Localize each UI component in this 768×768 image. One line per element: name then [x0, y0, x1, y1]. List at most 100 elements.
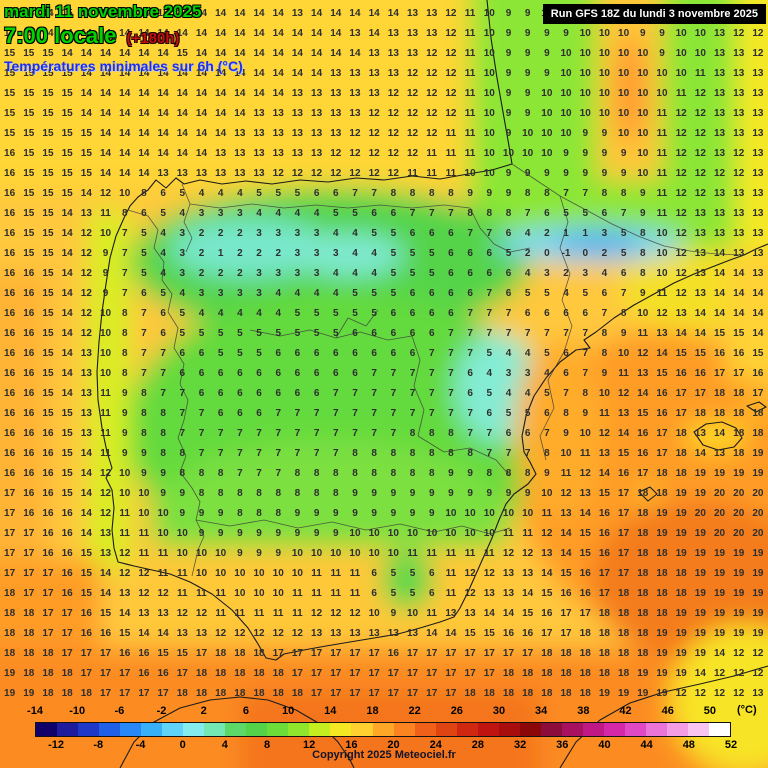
temp-value: 14: [23, 8, 35, 19]
temp-value: 15: [23, 148, 35, 159]
temp-value: 10: [656, 88, 668, 99]
temp-value: 11: [426, 148, 437, 159]
temp-value: 18: [61, 688, 73, 699]
temp-value: 5: [256, 348, 262, 359]
temp-value: 7: [256, 448, 262, 459]
temp-value: 13: [349, 28, 361, 39]
temp-value: 13: [311, 108, 323, 119]
temp-value: 8: [428, 188, 435, 199]
temp-value: 19: [733, 588, 745, 599]
temp-value: 6: [524, 308, 531, 319]
temp-value: 14: [119, 108, 131, 119]
temp-value: 11: [272, 608, 284, 619]
temp-value: 17: [637, 468, 649, 479]
temp-value: 7: [486, 228, 493, 239]
temp-value: 18: [579, 648, 591, 659]
temp-value: 18: [23, 668, 35, 679]
temp-value: 11: [100, 448, 111, 459]
temp-value: 19: [694, 568, 706, 579]
temp-value: 4: [275, 308, 281, 319]
temp-value: 11: [579, 448, 591, 459]
temp-value: 15: [42, 268, 54, 279]
temp-value: 9: [524, 488, 531, 499]
temp-value: 14: [80, 48, 92, 59]
temp-value: 9: [640, 28, 646, 39]
temp-value: 8: [313, 468, 320, 479]
temp-value: 8: [620, 188, 627, 199]
temp-value: 13: [157, 168, 169, 179]
temp-value: 9: [505, 168, 512, 179]
temp-value: 15: [80, 568, 92, 579]
temp-value: 12: [560, 488, 572, 499]
temp-value: 12: [656, 308, 668, 319]
temp-value: 2: [563, 268, 569, 279]
temp-value: 3: [313, 228, 320, 239]
temp-value: 14: [157, 148, 169, 159]
temp-value: 14: [349, 48, 361, 59]
temp-value: 16: [119, 648, 131, 659]
temp-value: 9: [371, 508, 377, 519]
temp-value: 19: [694, 468, 706, 479]
temp-value: 12: [675, 168, 687, 179]
temp-value: 8: [141, 428, 147, 439]
temp-value: 7: [198, 448, 205, 459]
temp-value: 18: [502, 668, 515, 679]
temp-value: 19: [656, 688, 668, 699]
temp-value: 15: [42, 148, 54, 159]
temp-value: 19: [752, 548, 764, 559]
temp-value: 17: [368, 668, 380, 679]
temp-value: 14: [61, 368, 73, 379]
region-border-5: [195, 519, 511, 535]
temp-value: 16: [579, 568, 591, 579]
temp-value: 5: [333, 328, 339, 339]
temp-value: 14: [157, 28, 169, 39]
temp-value: 12: [349, 128, 361, 139]
time-row: 7:00 locale (+180h): [4, 23, 243, 49]
temp-value: 10: [99, 348, 112, 359]
temp-value: 3: [294, 248, 301, 259]
temp-value: 14: [61, 388, 73, 399]
temp-value: 18: [637, 628, 649, 639]
temp-value: 6: [352, 348, 358, 359]
temp-value: 10: [637, 88, 649, 99]
temp-value: 10: [541, 488, 553, 499]
temp-value: 11: [349, 568, 361, 579]
temp-value: 11: [311, 568, 322, 579]
temp-value: 10: [119, 468, 131, 479]
temp-value: 10: [483, 68, 495, 79]
temp-value: 10: [483, 128, 495, 139]
temp-value: 18: [598, 628, 610, 639]
temp-value: 15: [42, 368, 54, 379]
temp-value: 4: [601, 268, 608, 279]
temp-value: 15: [23, 68, 35, 79]
temp-value: 10: [387, 528, 399, 539]
temp-value: 16: [4, 148, 16, 159]
temp-value: 14: [119, 48, 131, 59]
temp-value: 13: [272, 128, 284, 139]
temp-value: 15: [656, 368, 668, 379]
temp-value: 13: [752, 108, 764, 119]
temp-value: 12: [675, 128, 687, 139]
temp-value: 0: [582, 248, 588, 259]
temp-value: 14: [560, 528, 572, 539]
temp-value: 10: [483, 88, 495, 99]
temp-value: 9: [121, 388, 128, 399]
colorbar-segment: [288, 723, 310, 736]
temp-value: 6: [601, 288, 608, 299]
temp-value: 11: [560, 468, 572, 479]
temp-value: 7: [256, 468, 262, 479]
temp-value: 8: [141, 388, 147, 399]
temp-value: 10: [272, 588, 284, 599]
temp-value: 7: [601, 308, 608, 319]
temp-value: 15: [752, 348, 764, 359]
temp-value: 18: [176, 688, 188, 699]
temp-value: 8: [371, 468, 377, 479]
temp-value: 13: [234, 148, 246, 159]
temp-value: 18: [195, 688, 208, 699]
temp-value: 12: [733, 648, 745, 659]
temp-value: 13: [368, 88, 380, 99]
temp-value: 6: [198, 388, 205, 399]
temp-value: 7: [121, 248, 128, 259]
temp-value: 3: [217, 208, 224, 219]
temp-value: 13: [713, 88, 726, 99]
